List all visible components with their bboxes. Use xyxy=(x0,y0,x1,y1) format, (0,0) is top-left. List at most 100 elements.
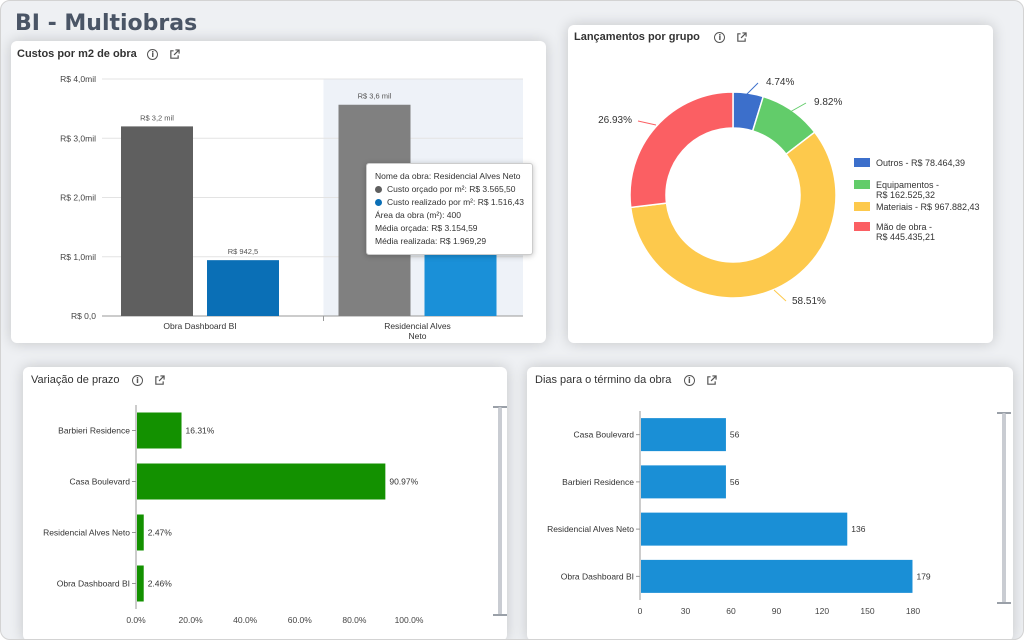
card-custos-m2: Custos por m2 de obra i R$ 0,0 R$ 1,0mil R… xyxy=(11,41,546,343)
tooltip-orcado: Custo orçado por m²: R$ 3.565,50 xyxy=(387,184,516,194)
legend-dot-realizado xyxy=(375,199,382,206)
lancamentos-donut-chart: 4.74% 9.82% 58.51% 26.93% xyxy=(598,77,842,307)
legend-dot-orcado xyxy=(375,186,382,193)
y-tick-label: R$ 1,0mil xyxy=(60,252,96,262)
data-label: 136 xyxy=(851,524,865,534)
donut-slice xyxy=(629,131,837,299)
x-tick-label: 60.0% xyxy=(288,615,313,625)
label-leader xyxy=(773,289,787,302)
y-tick-label: R$ 0,0 xyxy=(71,311,96,321)
external-link-icon[interactable] xyxy=(153,374,165,386)
scrollbar-bottom-cap xyxy=(997,602,1011,604)
card-header: Custos por m2 de obra i xyxy=(17,41,181,67)
data-label: 2.47% xyxy=(148,528,173,538)
y-tick-label: R$ 2,0mil xyxy=(60,193,96,203)
external-link-icon[interactable] xyxy=(169,48,181,60)
y-tick-label: Casa Boulevard xyxy=(574,430,635,440)
x-tick-label: 90 xyxy=(772,606,782,616)
legend-item-materiais[interactable]: Materiais - R$ 967.882,43 xyxy=(854,202,980,212)
x-tick-label: Neto xyxy=(409,331,427,341)
info-icon[interactable]: i xyxy=(147,48,159,60)
card-lancamentos: Lançamentos por grupo i 4.74% 9.82% 58.51%… xyxy=(568,25,993,343)
bar xyxy=(137,514,144,551)
vertical-scrollbar[interactable] xyxy=(1002,413,1006,603)
data-label: 179 xyxy=(916,571,930,581)
y-tick-label: Residencial Alves Neto xyxy=(43,528,130,538)
percent-label: 9.82% xyxy=(814,97,842,108)
external-link-icon[interactable] xyxy=(736,31,748,43)
y-tick-label: Obra Dashboard BI xyxy=(561,571,634,581)
card-header: Dias para o término da obra i xyxy=(535,367,717,393)
legend-swatch xyxy=(854,158,870,167)
data-label: 2.46% xyxy=(148,579,173,589)
tooltip-area: Área da obra (m²): 400 xyxy=(375,210,461,220)
legend-swatch xyxy=(854,202,870,211)
legend-label: Materiais - R$ 967.882,43 xyxy=(876,202,980,212)
legend-swatch xyxy=(854,222,870,231)
legend-label-line2: R$ 445.435,21 xyxy=(876,232,936,242)
tooltip-title: Nome da obra: Residencial Alves Neto xyxy=(375,171,521,181)
x-tick-label: 40.0% xyxy=(233,615,258,625)
bar xyxy=(137,463,386,500)
data-label: R$ 3,2 mil xyxy=(140,113,174,122)
variacao-hbar-chart: Barbieri Residence 16.31% Casa Boulevard 90… xyxy=(43,405,424,625)
data-label: R$ 3,6 mil xyxy=(358,92,392,101)
external-link-icon[interactable] xyxy=(705,374,717,386)
y-tick-label: R$ 3,0mil xyxy=(60,133,96,143)
legend-label-line2: R$ 162.525,32 xyxy=(876,190,936,200)
info-icon[interactable]: i xyxy=(131,374,143,386)
data-label: 90.97% xyxy=(389,477,418,487)
label-leader xyxy=(745,82,759,96)
card-header: Lançamentos por grupo i xyxy=(574,25,748,49)
info-icon[interactable]: i xyxy=(714,31,726,43)
percent-label: 26.93% xyxy=(598,115,632,126)
legend-item-mao-de-obra[interactable]: Mão de obra - R$ 445.435,21 xyxy=(854,222,935,242)
data-label: 56 xyxy=(730,477,740,487)
data-label: R$ 942,5 xyxy=(228,247,258,256)
info-icon[interactable]: i xyxy=(683,374,695,386)
tooltip-realizado: Custo realizado por m²: R$ 1.516,43 xyxy=(387,197,525,207)
tooltip-media-realizada: Média realizada: R$ 1.969,29 xyxy=(375,236,487,246)
y-tick-label: R$ 4,0mil xyxy=(60,74,96,84)
y-tick-label: Barbieri Residence xyxy=(562,477,634,487)
label-leader xyxy=(789,102,807,113)
bar xyxy=(641,559,913,593)
chart-tooltip: Nome da obra: Residencial Alves Neto Cus… xyxy=(366,163,534,255)
x-tick-label: Residencial Alves xyxy=(384,321,451,331)
bar xyxy=(137,565,144,602)
card-variacao-prazo: Variação de prazo i Barbieri Residence 16… xyxy=(23,367,507,639)
bar-realizado xyxy=(207,260,279,316)
card-title: Dias para o término da obra xyxy=(535,374,672,386)
page-title: BI - Multiobras xyxy=(15,11,198,36)
data-label: 16.31% xyxy=(186,426,215,436)
x-tick-label: 80.0% xyxy=(342,615,367,625)
vertical-scrollbar[interactable] xyxy=(498,407,502,615)
card-title: Variação de prazo xyxy=(31,374,120,386)
x-tick-label: 120 xyxy=(815,606,829,616)
legend-label-line1: Mão de obra - xyxy=(876,222,933,232)
bar xyxy=(137,412,182,449)
card-title: Lançamentos por grupo xyxy=(574,31,700,43)
bar xyxy=(641,418,726,452)
legend-item-outros[interactable]: Outros - R$ 78.464,39 xyxy=(854,158,965,168)
label-leader xyxy=(637,120,657,126)
y-tick-label: Barbieri Residence xyxy=(58,426,130,436)
donut-slice xyxy=(629,91,734,209)
card-dias-termino: Dias para o término da obra i Casa Boule… xyxy=(527,367,1013,639)
bar-orcado xyxy=(121,126,193,317)
y-tick-label: Residencial Alves Neto xyxy=(547,524,634,534)
y-tick-label: Casa Boulevard xyxy=(70,477,131,487)
x-tick-label: 20.0% xyxy=(179,615,204,625)
card-header: Variação de prazo i xyxy=(31,367,165,393)
dias-hbar-chart: Casa Boulevard 56 Barbieri Residence 56 Resi… xyxy=(547,411,931,616)
legend-label: Outros - R$ 78.464,39 xyxy=(876,158,966,168)
x-tick-label: Obra Dashboard BI xyxy=(163,321,236,331)
legend-label-line1: Equipamentos - xyxy=(876,180,940,190)
legend-swatch xyxy=(854,180,870,189)
percent-label: 58.51% xyxy=(792,296,826,307)
y-tick-label: Obra Dashboard BI xyxy=(57,579,130,589)
x-tick-label: 0 xyxy=(638,606,643,616)
x-tick-label: 0.0% xyxy=(126,615,146,625)
x-tick-label: 180 xyxy=(906,606,920,616)
legend-item-equipamentos[interactable]: Equipamentos - R$ 162.525,32 xyxy=(854,180,939,200)
